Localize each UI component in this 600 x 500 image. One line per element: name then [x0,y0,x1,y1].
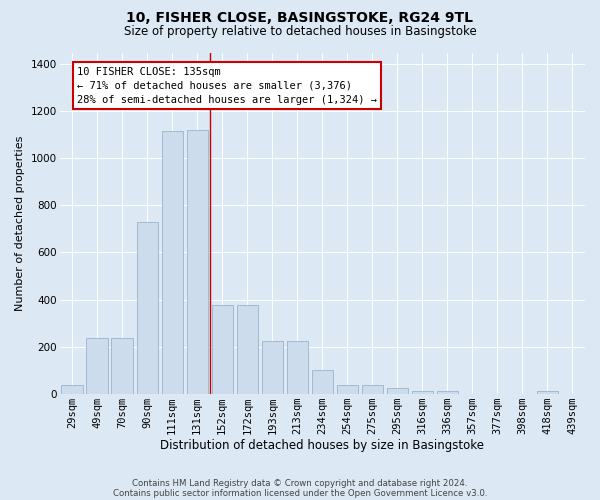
Text: Size of property relative to detached houses in Basingstoke: Size of property relative to detached ho… [124,25,476,38]
Bar [287,340,308,394]
Y-axis label: Number of detached properties: Number of detached properties [15,136,25,311]
Bar [537,390,558,394]
Bar [236,306,258,394]
Text: 10, FISHER CLOSE, BASINGSTOKE, RG24 9TL: 10, FISHER CLOSE, BASINGSTOKE, RG24 9TL [127,11,473,25]
Bar [212,306,233,394]
Text: 10 FISHER CLOSE: 135sqm
← 71% of detached houses are smaller (3,376)
28% of semi: 10 FISHER CLOSE: 135sqm ← 71% of detache… [77,66,377,104]
Bar [112,338,133,394]
Bar [311,370,333,394]
Bar [137,222,158,394]
Bar [187,130,208,394]
Bar [362,384,383,394]
Bar [262,340,283,394]
Bar [61,384,83,394]
Bar [86,338,108,394]
Bar [337,384,358,394]
X-axis label: Distribution of detached houses by size in Basingstoke: Distribution of detached houses by size … [160,440,484,452]
Bar [161,132,183,394]
Text: Contains HM Land Registry data © Crown copyright and database right 2024.
Contai: Contains HM Land Registry data © Crown c… [113,479,487,498]
Bar [437,390,458,394]
Bar [412,390,433,394]
Bar [387,388,408,394]
